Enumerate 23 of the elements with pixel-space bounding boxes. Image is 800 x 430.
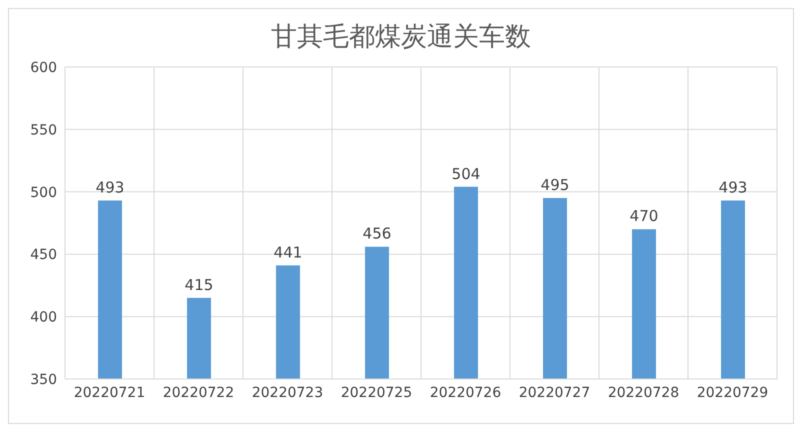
data-label: 441 [274,243,302,262]
x-tick-label: 20220723 [252,384,324,401]
data-label: 495 [540,176,570,194]
x-tick-label: 20220728 [608,384,680,401]
data-label: 415 [184,276,214,294]
x-tick-label: 20220721 [74,384,146,401]
chart-title: 甘其毛都煤炭通关车数 [270,21,532,54]
data-label: 493 [96,178,124,197]
data-label: 456 [362,224,392,243]
y-tick-label: 350 [30,372,57,388]
y-tick-label: 400 [30,310,57,326]
data-label: 493 [718,178,748,197]
data-label: 470 [630,207,658,226]
x-tick-label: 20220726 [430,384,502,401]
x-tick-label: 20220729 [696,384,768,401]
x-tick-label: 20220722 [162,384,234,401]
x-tick-label: 20220725 [340,384,412,401]
y-tick-label: 500 [30,184,57,201]
y-tick-label: 550 [30,122,57,138]
data-label: 504 [452,164,480,183]
y-tick-label: 600 [30,60,57,76]
y-tick-label: 450 [30,247,57,264]
x-tick-label: 20220727 [518,384,590,401]
